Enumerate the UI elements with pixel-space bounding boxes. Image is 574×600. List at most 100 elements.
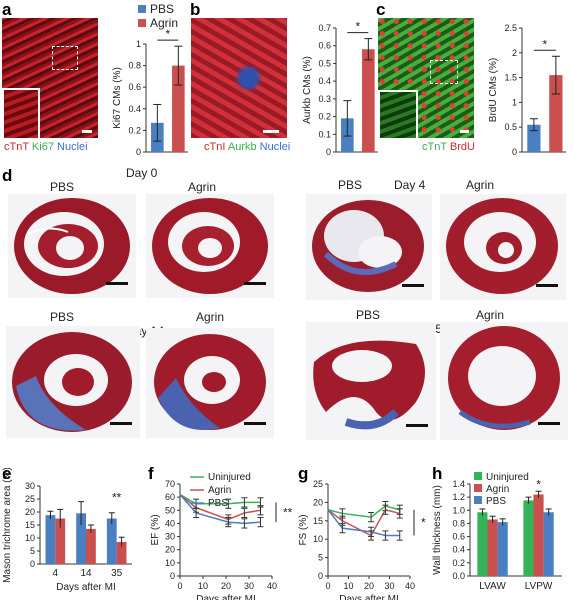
x-tick-label: 0 [325, 581, 330, 591]
heart-section-agrin-d4 [440, 194, 566, 300]
y-axis-label: EF (%) [150, 514, 161, 545]
y-tick-label: 1 [512, 97, 517, 107]
agrin-d4-label: Agrin [466, 178, 495, 192]
y-tick-label: 0.3 [318, 94, 331, 104]
x-tick-label: LVAW [479, 581, 506, 592]
chart-e: 0 5 10 15 20 25 30 Mason trichrome area (%) Days… [2, 468, 132, 593]
stain-label-b: cTnI Aurkb Nuclei [204, 141, 291, 153]
significance-mark: * [536, 478, 541, 492]
bar-uninjured [523, 500, 534, 576]
series-line-uninjured [327, 505, 400, 518]
x-tick-label: 30 [384, 581, 394, 591]
y-tick-label: 0.5 [504, 122, 517, 132]
y-tick-label: 0.5 [318, 58, 331, 68]
y-tick-label: 5 [318, 553, 323, 563]
bar-pbs [543, 512, 554, 576]
bar-pbs [527, 124, 541, 152]
bar-agrin [362, 49, 375, 152]
scale-bar [82, 130, 92, 133]
significance-mark: * [543, 37, 548, 51]
x-tick-label: 0 [177, 581, 182, 591]
bar-uninjured [477, 512, 488, 576]
y-tick-label: 30 [165, 532, 175, 542]
y-axis-label: Mason trichrome area (%) [2, 468, 13, 583]
y-tick-label: 0.4 [452, 545, 465, 555]
legend-pbs: PBS [150, 2, 175, 16]
legend-label-pbs: PBS [486, 496, 506, 507]
significance-mark: ** [283, 505, 293, 519]
dashed-roi [52, 46, 78, 70]
inset-box [378, 90, 418, 138]
bar-pbs [106, 518, 117, 564]
y-tick-label: 25 [313, 479, 323, 489]
panel-label-b: b [190, 0, 201, 19]
heart-section-agrin-d14 [146, 328, 274, 438]
chart-h: 0.0 0.2 0.4 0.6 0.8 1.0 1.2 1.4 Wall thickness (… [432, 472, 562, 592]
y-tick-label: 10 [25, 533, 35, 543]
y-tick-label: 1.2 [452, 492, 465, 502]
y-tick-label: 0 [170, 571, 175, 581]
x-tick-label: 14 [80, 568, 92, 579]
bar-agrin [116, 541, 127, 564]
y-tick-label: 0 [512, 147, 517, 157]
day4-label: Day 4 [394, 178, 426, 192]
y-tick-label: 50 [165, 505, 175, 515]
legend-swatch-uninjured [474, 472, 482, 480]
panel-label-f: f [148, 464, 154, 483]
legend-label-uninjured: Uninjured [208, 472, 251, 483]
stain-label-a: cTnT Ki67 Nuclei [4, 141, 88, 153]
x-tick-label: 30 [244, 581, 254, 591]
y-tick-label: 0.4 [128, 104, 141, 114]
y-tick-label: 60 [165, 492, 175, 502]
y-tick-label: 70 [165, 479, 175, 489]
y-tick-label: 5 [30, 546, 35, 556]
bar-pbs [45, 515, 56, 564]
y-tick-label: 0.6 [128, 82, 141, 92]
panel-label-c: c [376, 0, 386, 19]
y-tick-label: 0.2 [452, 558, 465, 568]
x-tick-label: 40 [405, 581, 415, 591]
bar-agrin [86, 528, 96, 564]
y-tick-label: 15 [313, 516, 323, 526]
x-tick-label: 40 [267, 581, 277, 591]
y-tick-label: 0.8 [452, 518, 465, 528]
y-tick-label: 0.2 [318, 112, 331, 122]
bar-pbs [497, 522, 508, 576]
legend-swatch-agrin [474, 484, 482, 492]
y-axis-label: Aurkb CMs (%) [302, 56, 313, 124]
y-tick-label: 10 [313, 534, 323, 544]
y-tick-label: 0.0 [452, 571, 465, 581]
inset-box [2, 88, 40, 138]
legend-swatch-pbs [138, 5, 146, 13]
x-axis-label: Days after MI [196, 594, 255, 600]
bar-agrin [487, 519, 498, 576]
significance-mark: * [166, 27, 171, 41]
y-tick-label: 0.4 [318, 76, 331, 86]
legend-swatch-pbs [474, 496, 482, 504]
y-tick-label: 1 [136, 39, 141, 49]
pbs-d35-label: PBS [356, 308, 381, 322]
y-tick-label: 2 [512, 48, 517, 58]
bar-pbs [76, 513, 86, 564]
heart-section-pbs-d0 [8, 194, 136, 298]
legend-label-uninjured: Uninjured [486, 472, 529, 483]
y-tick-label: 20 [313, 497, 323, 507]
heart-section-agrin-d35 [440, 322, 568, 440]
chart-g: 0 5 10 15 20 25 FS (%) Days after MI 0 10 20 30 40 * [298, 479, 426, 600]
bar-agrin [55, 518, 66, 564]
x-axis-label: Days after MI [56, 582, 115, 593]
x-tick-label: 20 [221, 581, 231, 591]
day0-label: Day 0 [126, 166, 158, 180]
panel-label-a: a [2, 0, 12, 19]
significance-mark: ** [112, 491, 122, 505]
legend-label-agrin: Agrin [486, 484, 509, 495]
y-tick-label: 15 [25, 520, 35, 530]
y-tick-label: 30 [25, 481, 35, 491]
y-tick-label: 1.0 [452, 505, 465, 515]
y-tick-label: 1.4 [452, 479, 465, 489]
y-tick-label: 20 [165, 545, 175, 555]
y-tick-label: 0 [136, 147, 141, 157]
y-tick-label: 0.8 [128, 61, 141, 71]
x-tick-label: 10 [198, 581, 208, 591]
chart-a: 0 0.2 0.4 0.6 0.8 1 Ki67 CMs (%) * [112, 27, 188, 157]
